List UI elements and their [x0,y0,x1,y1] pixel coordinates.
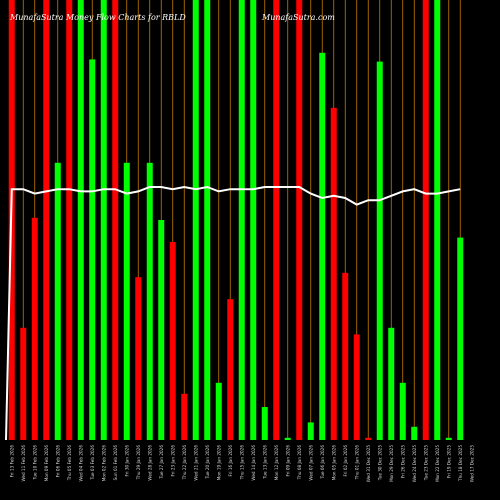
x-tick-label: Thu 15 Jan 2026 [239,445,244,481]
bar [319,52,326,441]
bar [307,422,314,440]
bar [296,0,303,440]
x-tick-label: Wed 14 Jan 2026 [251,445,256,481]
x-tick-label: Wed 07 Jan 2026 [308,445,313,481]
x-tick-label: Fri 16 Jan 2026 [228,445,233,477]
bar [342,272,349,440]
bar [284,437,291,440]
bar [238,0,245,440]
bar [54,162,61,441]
bar [146,162,153,441]
x-tick-label: Fri 06 Feb 2026 [55,445,60,478]
bar [135,277,142,440]
bar [204,0,211,440]
x-tick-label: Thu 05 Feb 2026 [67,445,72,482]
money-flow-line [5,185,461,441]
bar [457,237,464,440]
x-tick-label: Fri 09 Jan 2026 [285,445,290,477]
x-tick-label: Thu 29 Jan 2026 [136,445,141,481]
bar [434,0,441,440]
x-tick-label: Tue 13 Jan 2026 [262,445,267,480]
bar [112,0,119,440]
bar [158,220,165,440]
bar [77,0,84,440]
bar [169,242,176,440]
bar [273,0,280,440]
x-tick-label: Mon 19 Jan 2026 [216,445,221,481]
x-tick-label: Wed 31 Dec 2025 [366,445,371,483]
x-tick-label: Mon 12 Jan 2026 [274,445,279,481]
x-tick-label: Mon 22 Dec 2025 [435,445,440,482]
bar [250,0,257,440]
x-tick-label: Mon 29 Dec 2025 [389,445,394,482]
x-tick-label: Thu 01 Jan 2026 [354,445,359,481]
x-tick-label: Fri 13 Feb 2026 [9,445,14,478]
x-tick-label: Fri 23 Jan 2026 [170,445,175,477]
x-tick-label: Sun 01 Feb 2026 [113,445,118,481]
bar [31,217,38,440]
tick-layer: Fri 13 Feb 2026 Wed 11 Feb 2026 Tue 10 Feb… [9,445,474,483]
bar [330,107,337,441]
bar-layer [8,0,464,441]
bar [100,0,107,440]
bar [215,382,222,440]
x-tick-label: Wed 24 Dec 2025 [412,445,417,483]
x-tick-label: Tue 27 Jan 2026 [159,445,164,480]
x-tick-label: Tue 03 Feb 2026 [90,445,95,481]
x-tick-label: Tue 06 Jan 2026 [320,445,325,480]
bar [227,299,234,440]
bar [43,0,50,440]
bar [399,382,406,440]
x-tick-label: Tue 23 Dec 2025 [423,445,428,482]
x-tick-label: Tue 30 Dec 2025 [377,445,382,482]
x-tick-label: Wed 21 Jan 2026 [193,445,198,481]
x-tick-label: Thu 18 Dec 2025 [458,445,463,482]
bar [388,327,395,440]
x-tick-label: Wed 04 Feb 2026 [78,445,83,482]
bar [261,407,268,440]
x-tick-label: Thu 08 Jan 2026 [297,445,302,481]
x-tick-label: Tue 20 Jan 2026 [205,445,210,480]
x-tick-label: Tue 10 Feb 2026 [32,445,37,481]
x-tick-label: Thu 22 Jan 2026 [182,445,187,481]
bar [445,437,452,440]
x-tick-label: Fri 02 Jan 2026 [343,445,348,477]
bar [20,327,27,440]
bar [89,59,96,441]
x-tick-label: Wed 17 Dec 2025 [469,445,474,483]
bar [422,0,429,440]
x-tick-label: Fri 19 Dec 2025 [446,445,451,478]
x-tick-label: Fri 30 Jan 2026 [124,445,129,477]
bar [411,426,418,440]
x-tick-label: Mon 09 Feb 2026 [44,445,49,482]
bar [376,61,383,440]
bar [365,437,372,440]
chart-title: MunafaSutra Money Flow Charts for RBLD [9,13,186,22]
bar [181,393,188,440]
watermark-label: MunafaSutra.com [261,13,335,22]
bar [192,0,199,440]
x-tick-label: Mon 02 Feb 2026 [101,445,106,482]
x-tick-label: Wed 28 Jan 2026 [147,445,152,481]
line-layer [5,185,461,441]
x-tick-label: Mon 05 Jan 2026 [331,445,336,481]
bar [353,334,360,440]
x-tick-label: Fri 26 Dec 2025 [400,445,405,478]
bar [66,0,73,440]
x-tick-label: Wed 11 Feb 2026 [21,445,26,482]
bar [123,162,130,441]
